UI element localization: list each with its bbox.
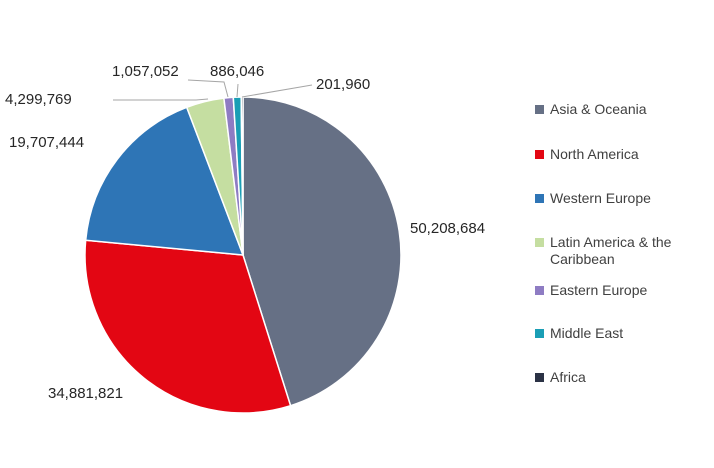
legend-label: North America (550, 146, 639, 162)
slice-north-america (84, 239, 292, 414)
legend-swatch (535, 194, 544, 203)
leader-line-eastern-europe (187, 79, 229, 98)
data-label-latin-america-and-the-caribbean: 4,299,769 (5, 91, 72, 108)
slice-asia-and-oceania (242, 96, 402, 407)
data-label-western-europe: 19,707,444 (9, 134, 84, 151)
legend-label: Latin America & the Caribbean (550, 234, 672, 267)
legend-swatch (535, 329, 544, 338)
legend-item-north-america: North America (535, 146, 710, 163)
slice-western-europe (84, 106, 245, 256)
legend-item-eastern-europe: Eastern Europe (535, 282, 710, 299)
data-label-eastern-europe: 1,057,052 (112, 63, 179, 80)
legend-swatch (535, 373, 544, 382)
leader-line-middle-east (236, 83, 239, 98)
legend-item-africa: Africa (535, 369, 710, 386)
legend-swatch (535, 286, 544, 295)
legend-label: Africa (550, 369, 586, 385)
legend-item-asia-and-oceania: Asia & Oceania (535, 101, 710, 118)
data-label-north-america: 34,881,821 (48, 385, 123, 402)
pie-slices (84, 96, 402, 414)
legend-item-latin-america-and-the-caribbean: Latin America & the Caribbean (535, 234, 710, 268)
legend-swatch (535, 105, 544, 114)
leader-lines (113, 79, 313, 101)
legend-label: Western Europe (550, 190, 651, 206)
legend-label: Eastern Europe (550, 282, 648, 298)
legend-label: Asia & Oceania (550, 101, 647, 117)
legend-item-western-europe: Western Europe (535, 190, 710, 207)
data-label-asia-and-oceania: 50,208,684 (410, 220, 485, 237)
legend-swatch (535, 238, 544, 247)
leader-line-latin-america-and-the-caribbean (113, 98, 209, 101)
leader-line-africa (241, 84, 313, 98)
data-labels: 50,208,684 34,881,821 19,707,444 4,299,769 1… (5, 63, 485, 402)
legend-swatch (535, 150, 544, 159)
legend-item-middle-east: Middle East (535, 325, 710, 342)
data-label-africa: 201,960 (316, 76, 370, 93)
legend-label: Middle East (550, 325, 624, 341)
data-label-middle-east: 886,046 (210, 63, 264, 80)
